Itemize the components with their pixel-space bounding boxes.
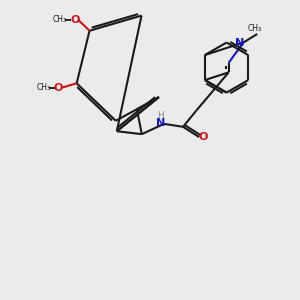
Text: N: N [156, 118, 166, 128]
Text: N: N [235, 38, 244, 47]
Text: O: O [70, 14, 80, 25]
Text: CH₃: CH₃ [53, 15, 67, 24]
Text: O: O [53, 83, 63, 93]
Text: O: O [198, 132, 208, 142]
Text: H: H [158, 111, 164, 120]
Text: CH₃: CH₃ [36, 83, 50, 92]
Text: CH₃: CH₃ [248, 24, 262, 33]
